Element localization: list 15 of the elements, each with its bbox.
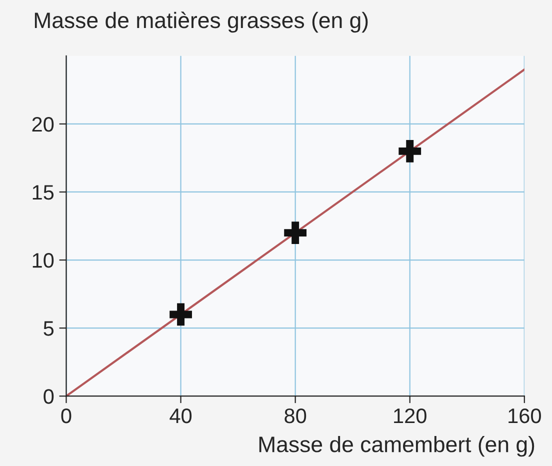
point bbox=[170, 303, 192, 326]
y-axis-title: Masse de matières grasses (en g) bbox=[34, 12, 368, 33]
y-tick-label: 5 bbox=[44, 321, 54, 336]
x-tick-label: 80 bbox=[284, 408, 306, 424]
y-tick-label: 20 bbox=[32, 116, 54, 132]
x-axis-title: Masse de camembert (en g) bbox=[259, 436, 534, 457]
y-tick-label: 15 bbox=[32, 185, 54, 200]
y-tick-label: 10 bbox=[32, 253, 54, 268]
x-tick-label: 40 bbox=[170, 408, 192, 424]
x-tick-label: 120 bbox=[394, 408, 426, 424]
x-tick-label: 160 bbox=[508, 408, 541, 424]
point bbox=[398, 140, 422, 162]
x-tick-label: 0 bbox=[61, 408, 72, 424]
point bbox=[284, 222, 307, 244]
y-tick-label: 0 bbox=[44, 389, 54, 404]
